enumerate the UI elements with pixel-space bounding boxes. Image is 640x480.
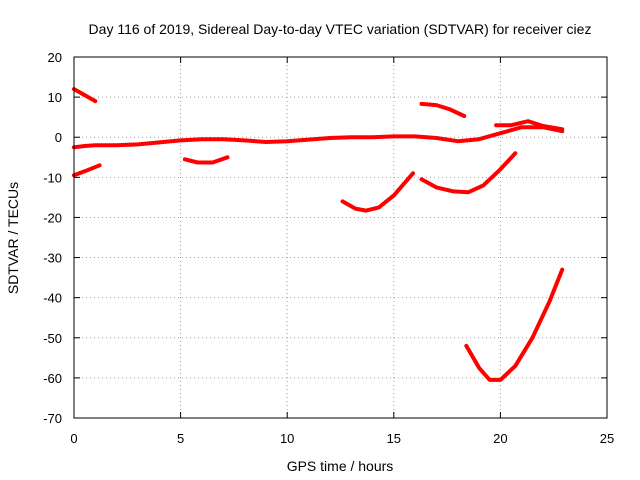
y-axis-label: SDTVAR / TECUs (5, 182, 21, 294)
y-tick-label: -60 (43, 371, 62, 386)
series-hump-17h (419, 101, 467, 118)
y-tick-label: -50 (43, 331, 62, 346)
x-tick-label: 5 (177, 431, 184, 446)
y-tick-label: 20 (48, 50, 62, 65)
y-tick-label: -70 (43, 411, 62, 426)
y-tick-label: -40 (43, 291, 62, 306)
x-tick-label: 20 (493, 431, 507, 446)
series-early-negative (72, 163, 102, 178)
series-arc-14h (340, 171, 415, 213)
x-tick-label: 10 (280, 431, 294, 446)
data-series (72, 87, 565, 382)
x-tick-label: 25 (600, 431, 614, 446)
y-tick-label: 0 (55, 130, 62, 145)
y-tick-label: -30 (43, 251, 62, 266)
y-tick-label: -10 (43, 170, 62, 185)
x-tick-label: 0 (70, 431, 77, 446)
chart-title: Day 116 of 2019, Sidereal Day-to-day VTE… (89, 21, 592, 37)
series-arc-18h (419, 151, 518, 195)
y-axis-ticks: -70 -60 -50 -40 -30 -20 -10 0 10 20 (43, 50, 607, 426)
series-early-positive (72, 87, 98, 104)
series-right-upper (494, 119, 565, 132)
y-tick-label: -20 (43, 210, 62, 225)
series-deep-arc (464, 267, 565, 382)
series-main (72, 125, 565, 150)
series-dip-6h (182, 155, 230, 165)
x-tick-label: 15 (387, 431, 401, 446)
grid (74, 57, 607, 418)
plot-frame (73, 56, 608, 419)
x-axis-ticks: 0 5 10 15 20 25 (70, 57, 614, 446)
y-tick-label: 10 (48, 90, 62, 105)
x-axis-label: GPS time / hours (287, 458, 394, 474)
